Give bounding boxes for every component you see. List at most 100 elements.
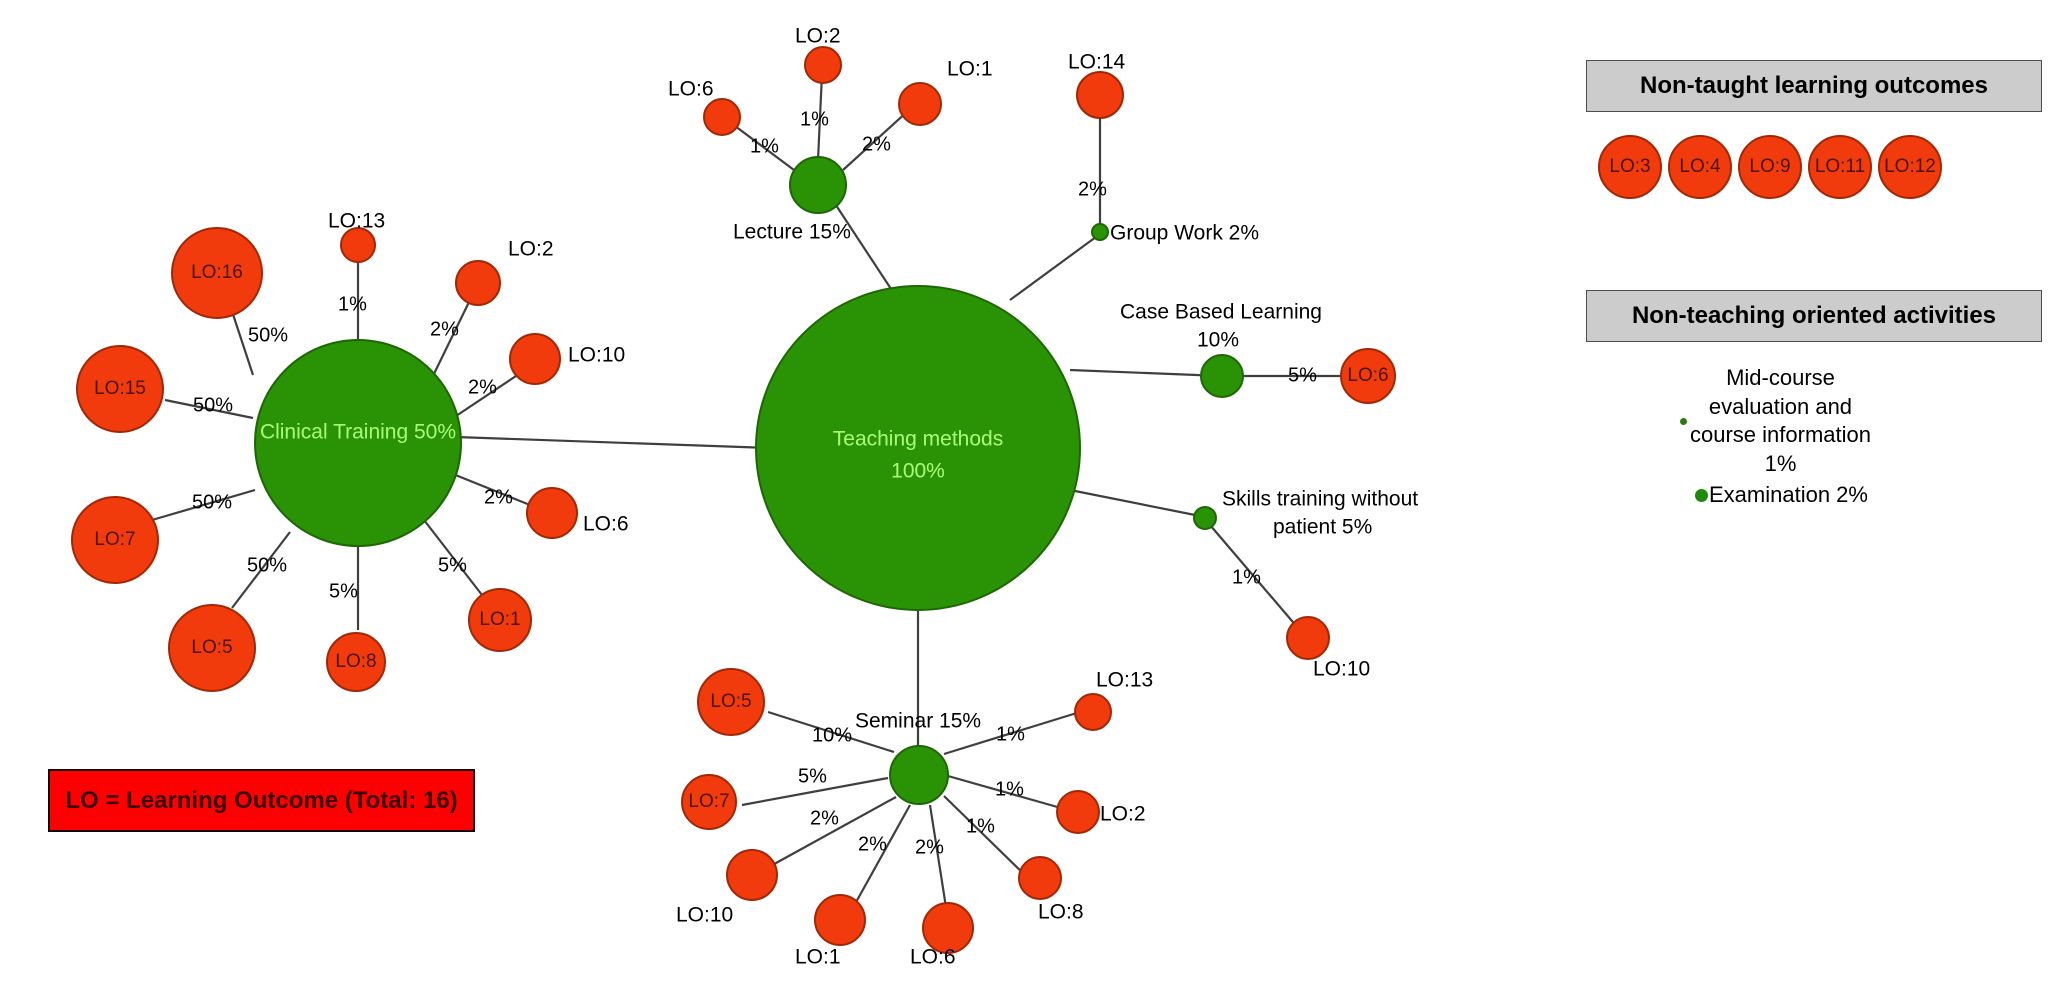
node-teaching-methods[interactable]: Teaching methods 100% xyxy=(755,285,1081,611)
cluster-lecture: Lecture 15% LO:6 1% LO:2 1% LO:1 2% xyxy=(668,25,993,244)
seminar-lo13-pct: 1% xyxy=(996,723,1025,745)
seminar-lo5-pct: 10% xyxy=(812,724,852,746)
seminar-lo6-label: LO:6 xyxy=(910,946,956,969)
legend-lo-item[interactable]: LO:11 xyxy=(1808,135,1872,199)
legend-lo-item[interactable]: LO:9 xyxy=(1738,135,1802,199)
seminar-lo7-pct: 5% xyxy=(798,765,827,787)
node-lecture-lo6[interactable] xyxy=(703,98,741,136)
seminar-lo8-label: LO:8 xyxy=(1038,901,1084,924)
node-seminar-lo6[interactable] xyxy=(922,902,974,954)
node-seminar[interactable] xyxy=(889,745,949,805)
seminar-lo2-pct: 1% xyxy=(995,778,1024,800)
legend-lo-item[interactable]: LO:4 xyxy=(1668,135,1732,199)
node-casebased-lo6[interactable]: LO:6 xyxy=(1340,348,1396,404)
seminar-lo10-label: LO:10 xyxy=(676,904,733,927)
node-lecture-lo2[interactable] xyxy=(804,46,842,84)
edge-root-casebased xyxy=(1069,368,1223,378)
node-skills-lo10[interactable] xyxy=(1286,616,1330,660)
lecture-center-label: Lecture 15% xyxy=(733,221,851,244)
edge-seminar-lo8 xyxy=(943,795,1031,881)
edge-clinical-lo2 xyxy=(429,299,471,383)
activity-examination-label: Examination 2% xyxy=(1709,482,1868,507)
non-taught-outcomes-list: LO:3 LO:4 LO:9 LO:11 LO:12 xyxy=(1598,133,2028,201)
seminar-center-label: Seminar 15% xyxy=(855,710,981,733)
clinical-lo5-pct: 50% xyxy=(247,554,287,576)
cluster-case-based-learning: Case Based Learning 10% LO:6 5% xyxy=(1120,301,1396,404)
lecture-lo2-label: LO:2 xyxy=(795,25,841,48)
edge-seminar-lo1 xyxy=(849,804,911,914)
clinical-lo13-label: LO:13 xyxy=(328,210,385,233)
node-clinical-lo1[interactable]: LO:1 xyxy=(468,588,532,652)
node-seminar-lo7[interactable]: LO:7 xyxy=(681,774,737,830)
node-lecture[interactable] xyxy=(789,156,847,214)
clinical-lo10-pct: 2% xyxy=(468,376,497,398)
edge-seminar-lo10 xyxy=(766,796,897,869)
edge-seminar-lo5 xyxy=(767,710,895,754)
edge-clinical-lo6 xyxy=(447,470,531,507)
clinical-lo6-pct: 2% xyxy=(484,486,513,508)
cluster-clinical-training: Clinical Training 50% LO:16 50% LO:13 1%… xyxy=(71,210,629,692)
edge-skills-lo10 xyxy=(1209,524,1299,629)
clinical-lo15-pct: 50% xyxy=(193,394,233,416)
node-case-based-learning[interactable] xyxy=(1200,354,1244,398)
edge-lecture-lo1 xyxy=(842,109,910,171)
node-clinical-lo2[interactable] xyxy=(455,260,501,306)
edge-clinical-lo10 xyxy=(449,371,523,421)
clinical-lo8-label: LO:8 xyxy=(335,651,376,672)
node-clinical-lo8[interactable]: LO:8 xyxy=(326,632,386,692)
midcourse-line4: 1% xyxy=(1764,450,1797,476)
casebased-lo6-pct: 5% xyxy=(1288,364,1317,386)
node-skills-training[interactable] xyxy=(1193,506,1217,530)
node-lecture-lo1[interactable] xyxy=(898,82,942,126)
node-seminar-lo10[interactable] xyxy=(726,849,778,901)
lecture-lo1-label: LO:1 xyxy=(947,58,993,81)
clinical-lo13-pct: 1% xyxy=(338,293,367,315)
lecture-lo6-label: LO:6 xyxy=(668,78,714,101)
node-clinical-lo6[interactable] xyxy=(526,487,578,539)
edge-clinical-lo1 xyxy=(423,519,483,596)
clinical-lo10-label: LO:10 xyxy=(568,344,625,367)
node-groupwork-lo14[interactable] xyxy=(1076,71,1124,119)
node-clinical-lo15[interactable]: LO:15 xyxy=(76,345,164,433)
node-clinical-lo16[interactable]: LO:16 xyxy=(171,227,263,319)
edge-root-skills xyxy=(1069,488,1206,519)
node-group-work[interactable] xyxy=(1091,223,1109,241)
node-clinical-lo10[interactable] xyxy=(509,333,561,385)
node-seminar-lo1[interactable] xyxy=(814,894,866,946)
clinical-lo16-label: LO:16 xyxy=(191,262,243,283)
midcourse-line3: course information xyxy=(1690,422,1871,448)
non-teaching-activities-header: Non-teaching oriented activities xyxy=(1586,290,2042,342)
clinical-lo2-label: LO:2 xyxy=(508,238,554,261)
seminar-lo2-label: LO:2 xyxy=(1100,803,1146,826)
midcourse-line2: evaluation and xyxy=(1708,393,1853,419)
node-clinical-lo13[interactable] xyxy=(340,227,376,263)
activity-mid-course-evaluation[interactable]: Mid-course evaluation and course informa… xyxy=(1680,364,1871,478)
skills-label-line1: Skills training without xyxy=(1222,488,1418,511)
clinical-lo1-label: LO:1 xyxy=(479,609,520,630)
node-clinical-lo5[interactable]: LO:5 xyxy=(168,604,256,692)
node-seminar-lo8[interactable] xyxy=(1018,856,1062,900)
clinical-center-label: Clinical Training 50% xyxy=(260,421,456,444)
legend-lo-item[interactable]: LO:12 xyxy=(1878,135,1942,199)
activity-examination[interactable]: Examination 2% xyxy=(1695,481,1868,510)
node-seminar-lo2[interactable] xyxy=(1056,790,1100,834)
non-taught-learning-outcomes-header: Non-taught learning outcomes xyxy=(1586,60,2042,112)
lo-key-box: LO = Learning Outcome (Total: 16) xyxy=(48,769,475,832)
edge-seminar-lo6 xyxy=(928,804,950,921)
node-clinical-lo7[interactable]: LO:7 xyxy=(71,496,159,584)
edge-seminar-lo13 xyxy=(943,710,1081,756)
edge-clinical-lo15 xyxy=(164,398,254,420)
node-seminar-lo5[interactable]: LO:5 xyxy=(697,668,765,736)
activity-mid-course-label: Mid-course evaluation and course informa… xyxy=(1690,364,1871,478)
groupwork-lo14-label: LO:14 xyxy=(1068,51,1126,74)
clinical-lo6-label: LO:6 xyxy=(583,513,629,536)
lecture-lo6-pct: 1% xyxy=(750,135,779,157)
node-seminar-lo13[interactable] xyxy=(1074,693,1112,731)
clinical-lo8-pct: 5% xyxy=(329,580,358,602)
group-work-label: Group Work 2% xyxy=(1110,222,1259,245)
seminar-lo10-pct: 2% xyxy=(810,807,839,829)
edge-seminar-lo2 xyxy=(947,774,1069,812)
legend-lo-item[interactable]: LO:3 xyxy=(1598,135,1662,199)
node-clinical-training[interactable]: Clinical Training 50% xyxy=(254,339,462,547)
